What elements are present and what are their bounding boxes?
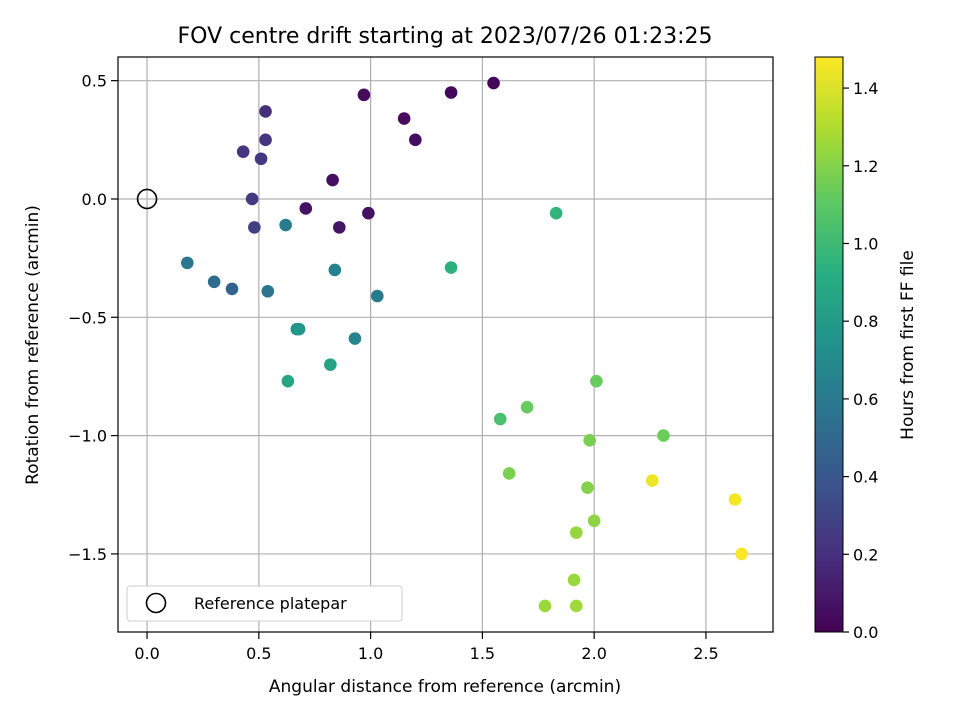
data-point (261, 284, 275, 298)
data-points (181, 76, 749, 613)
data-point (259, 105, 272, 118)
legend: Reference platepar (126, 585, 403, 622)
data-point (371, 289, 384, 303)
y-axis-label: Rotation from reference (arcmin) (23, 205, 43, 485)
data-point (245, 192, 259, 206)
colorbar-ticks: 0.0 0.2 0.4 0.6 0.8 1.0 1.2 1.4 (843, 79, 878, 642)
data-point (326, 173, 339, 187)
data-point (397, 112, 411, 125)
data-point (333, 221, 346, 234)
colorbar (814, 56, 844, 633)
data-point (292, 322, 306, 336)
data-point (587, 514, 601, 528)
grid-lines (118, 57, 773, 632)
colorbar-tick-label: 0.6 (853, 390, 878, 409)
data-point (254, 152, 268, 166)
data-point (444, 86, 458, 99)
colorbar-tick-label: 0.4 (853, 468, 878, 487)
x-tick-label: 1.5 (470, 644, 495, 663)
data-point (279, 218, 292, 232)
colorbar-tick-label: 1.4 (853, 79, 878, 98)
data-point (549, 206, 563, 220)
data-point (299, 202, 313, 215)
data-point (409, 133, 422, 147)
data-point (357, 88, 371, 102)
data-point (236, 145, 250, 158)
x-axis-ticks: 0.0 0.5 1.0 1.5 2.0 2.5 (134, 632, 719, 663)
colorbar-tick-label: 1.2 (853, 157, 878, 176)
data-point (181, 256, 194, 270)
legend-reference-marker (145, 592, 167, 614)
colorbar-label: Hours from first FF file (898, 250, 918, 440)
data-point (590, 374, 603, 388)
y-tick-label: 0.5 (82, 72, 107, 91)
x-tick-label: 2.5 (693, 644, 718, 663)
legend-box (126, 585, 403, 622)
data-point (362, 206, 375, 220)
y-axis-ticks: 0.5 0.0 −0.5 −1.0 −1.5 (68, 72, 118, 564)
x-tick-label: 0.0 (134, 644, 159, 663)
data-point (324, 358, 337, 371)
data-point (569, 526, 583, 539)
data-point (728, 493, 742, 506)
data-point (502, 467, 516, 480)
data-point (735, 547, 749, 561)
reference-marker (136, 188, 158, 210)
y-tick-label: −1.5 (68, 545, 107, 564)
x-tick-label: 2.0 (581, 644, 606, 663)
legend-label: Reference platepar (194, 594, 347, 613)
colorbar-tick-label: 0.2 (853, 545, 878, 564)
data-point (493, 412, 507, 426)
data-point (520, 400, 534, 414)
colorbar-tick-label: 0.0 (853, 623, 878, 642)
data-point (583, 434, 596, 447)
data-point (225, 282, 239, 296)
x-tick-label: 0.5 (246, 644, 271, 663)
data-point (207, 275, 221, 289)
data-point (487, 76, 500, 90)
y-tick-label: 0.0 (82, 190, 107, 209)
data-point (538, 599, 552, 613)
data-point (645, 474, 659, 487)
y-tick-label: −0.5 (68, 308, 107, 327)
data-point (444, 261, 458, 274)
colorbar-tick-label: 0.8 (853, 312, 878, 331)
data-point (248, 221, 261, 234)
data-point (567, 573, 581, 587)
y-tick-label: −1.0 (68, 427, 107, 446)
plot-frame (117, 56, 774, 633)
data-point (328, 263, 342, 277)
data-point (657, 429, 670, 442)
data-point (581, 481, 594, 494)
data-point (348, 332, 362, 345)
data-point (281, 374, 295, 388)
chart-title: FOV centre drift starting at 2023/07/26 … (178, 24, 713, 49)
x-axis-label: Angular distance from reference (arcmin) (269, 677, 621, 697)
data-point (259, 133, 272, 147)
colorbar-tick-label: 1.0 (853, 234, 878, 253)
data-point (569, 599, 583, 613)
x-tick-label: 1.0 (358, 644, 383, 663)
